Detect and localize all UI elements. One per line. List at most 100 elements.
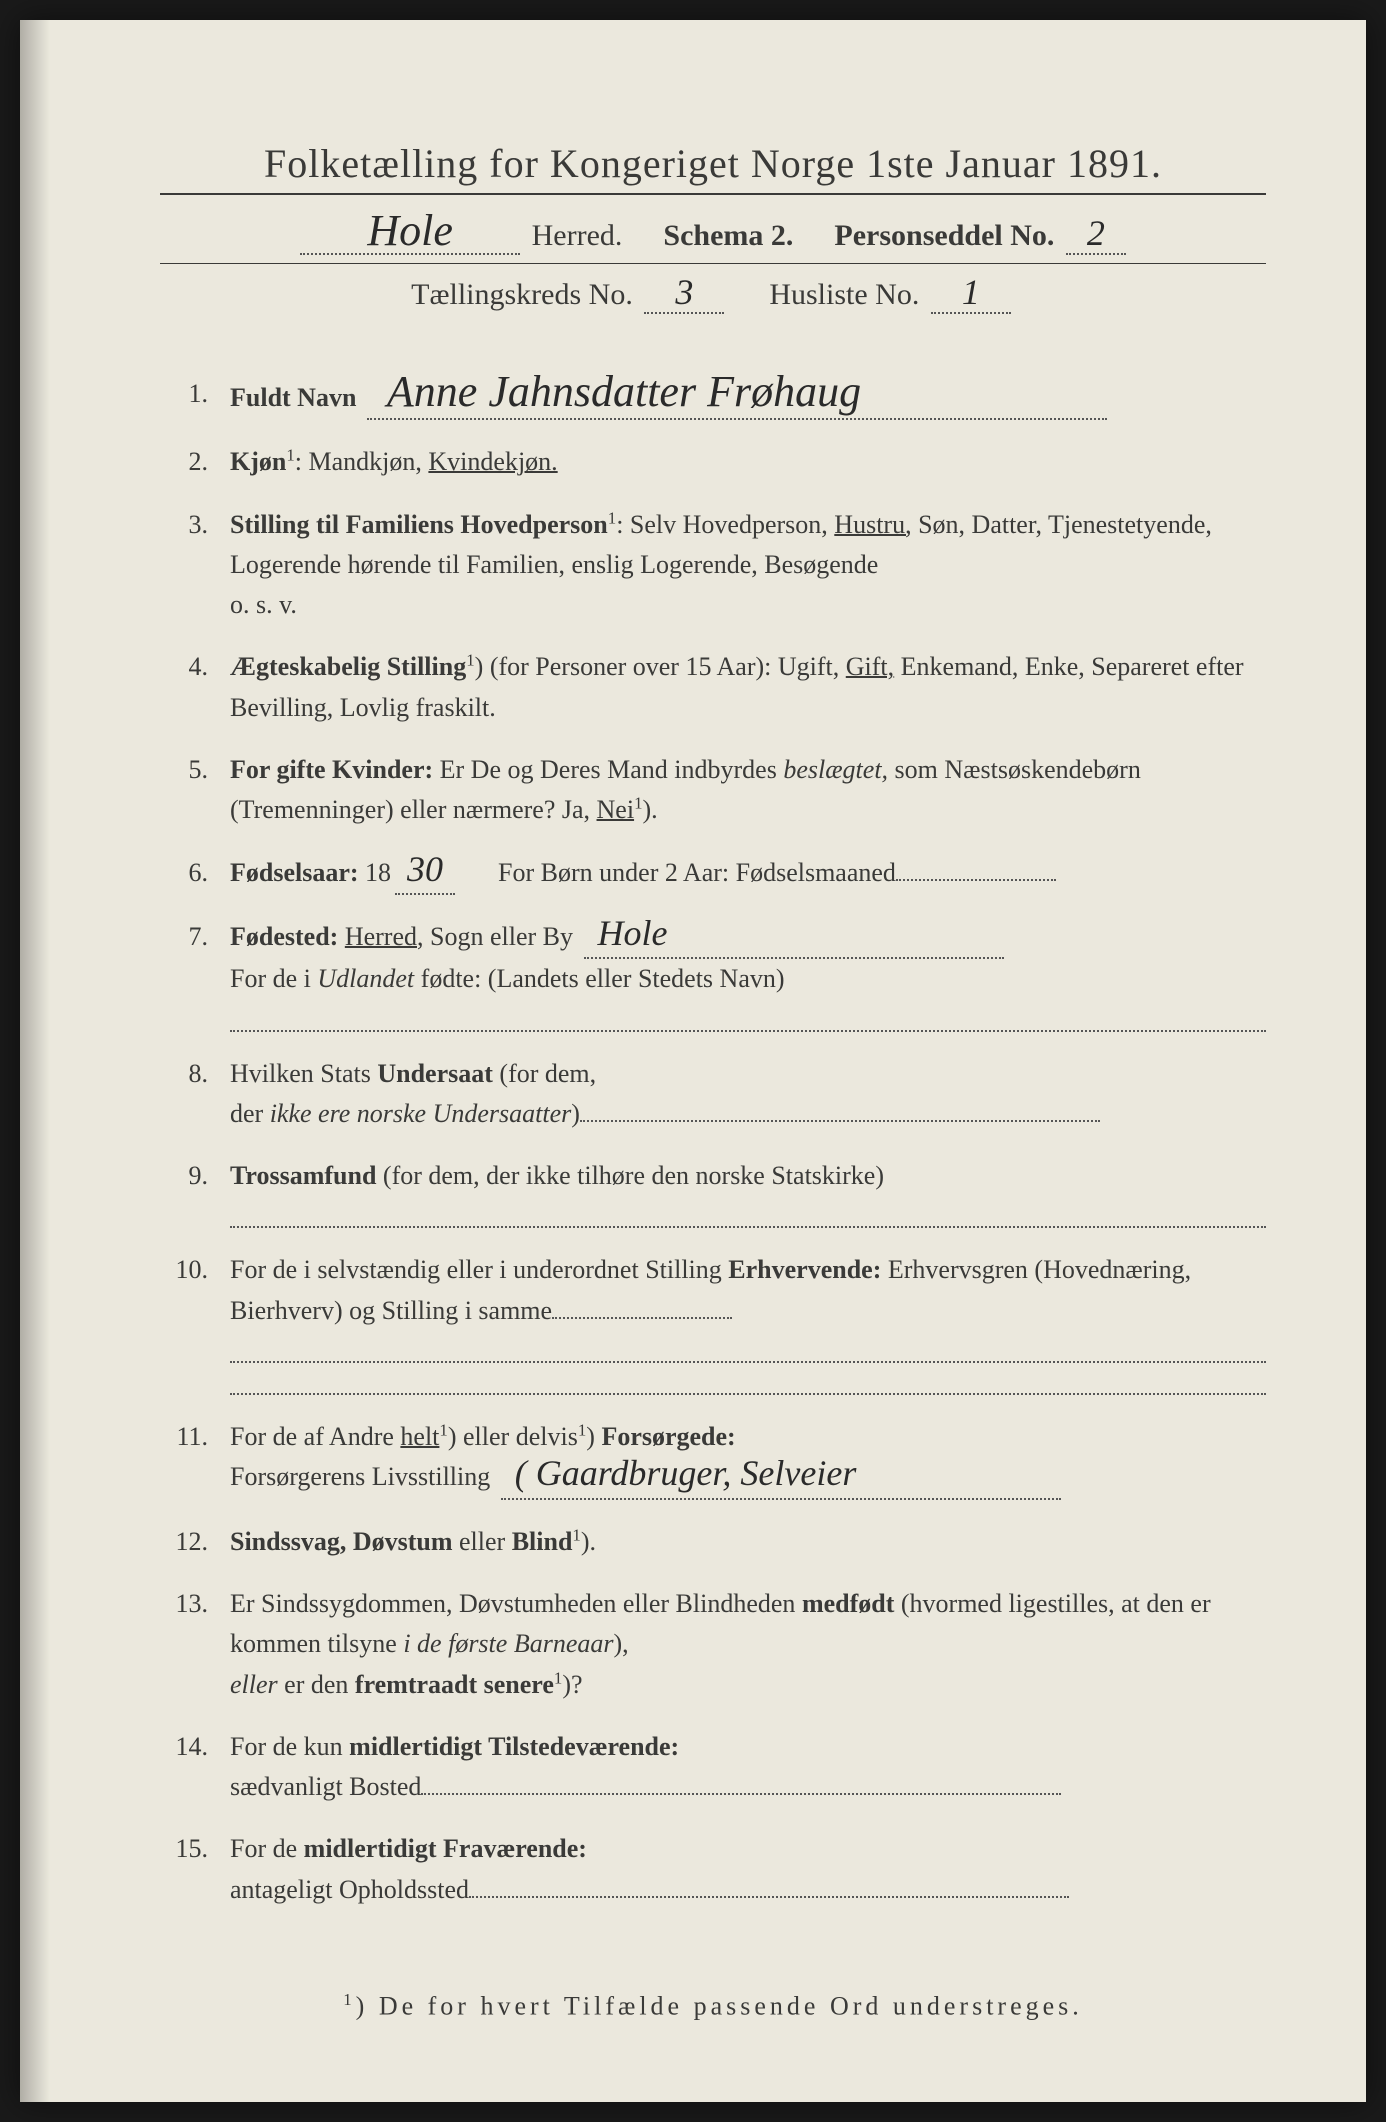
footnote-text: ) De for hvert Tilfælde passende Ord und… [356,1992,1083,2021]
q15: 15. For de midlertidigt Fraværende: anta… [160,1829,1266,1910]
q11: 11. For de af Andre helt1) eller delvis1… [160,1417,1266,1500]
q7-label: Fødested: [230,922,338,951]
q13-text-a: Er Sindssygdommen, Døvstumheden eller Bl… [230,1589,795,1618]
q12-num: 12. [160,1522,230,1562]
q2-label: Kjøn [230,447,286,476]
q6: 6. Fødselsaar: 1830 For Børn under 2 Aar… [160,853,1266,895]
header-line-2: Hole Herred. Schema 2. Personseddel No. … [160,213,1266,264]
q10-num: 10. [160,1250,230,1290]
q3-num: 3. [160,505,230,545]
q9: 9. Trossamfund (for dem, der ikke tilhør… [160,1156,1266,1228]
q7-num: 7. [160,917,230,957]
q14-label: midlertidigt Tilstedeværende: [349,1732,679,1761]
q5-italic-a: beslægtet, [783,755,888,784]
kreds-no: 3 [675,272,693,312]
q3-label: Stilling til Familiens Hovedperson [230,510,608,539]
q12-label2: Blind [512,1527,573,1556]
q4-label: Ægteskabelig Stilling [230,652,466,681]
q11-hw: ( Gaardbruger, Selveier [515,1453,857,1493]
q8-num: 8. [160,1054,230,1094]
q8-label: Undersaat [377,1059,493,1088]
q12: 12. Sindssvag, Døvstum eller Blind1). [160,1522,1266,1562]
kreds-label: Tællingskreds No. [411,278,633,311]
q14-num: 14. [160,1727,230,1767]
q9-label: Trossamfund [230,1161,376,1190]
q10-text-a: For de i selvstændig eller i underordnet… [230,1255,722,1284]
q12-text-b: ). [581,1527,596,1556]
q8-text-a: Hvilken Stats [230,1059,371,1088]
q13-italic-b: eller [230,1670,278,1699]
q9-num: 9. [160,1156,230,1196]
q4-text-a: ) (for Personer over 15 Aar): Ugift, [475,652,840,681]
q5-underlined: Nei [597,795,635,824]
q5-label: For gifte Kvinder: [230,755,433,784]
personseddel-no: 2 [1087,213,1105,253]
q8: 8. Hvilken Stats Undersaat (for dem, der… [160,1054,1266,1135]
q6-hw: 30 [407,849,443,889]
q13-label: medfødt [802,1589,894,1618]
q5-num: 5. [160,750,230,790]
q11-label: Forsørgede: [601,1422,735,1451]
q4-num: 4. [160,647,230,687]
q13-text-c: ), [613,1629,628,1658]
q7-italic-a: Udlandet [317,964,414,993]
q11-text-b: ) eller delvis [448,1422,578,1451]
q1: 1. Fuldt Navn Anne Jahnsdatter Frøhaug [160,374,1266,420]
q3-underlined: Hustru, [834,510,911,539]
q3: 3. Stilling til Familiens Hovedperson1: … [160,505,1266,626]
q8-text-c: der [230,1099,263,1128]
q12-label: Sindssvag, Døvstum [230,1527,453,1556]
q10: 10. For de i selvstændig eller i underor… [160,1250,1266,1395]
q8-italic-a: ikke ere norske Undersaatter [270,1099,572,1128]
q13-text-e: )? [562,1670,582,1699]
husliste-label: Husliste No. [769,278,919,311]
q15-text-a: For de [230,1834,297,1863]
q6-text-a: For Børn under 2 Aar: Fødselsmaaned [498,858,896,887]
q7-text-c: fødte: (Landets eller Stedets Navn) [421,964,785,993]
q15-label: midlertidigt Fraværende: [304,1834,587,1863]
q6-label: Fødselsaar: [230,858,359,887]
q2-num: 2. [160,442,230,482]
page-title: Folketælling for Kongeriget Norge 1ste J… [160,140,1266,195]
q7: 7. Fødested: Herred, Sogn eller By Hole … [160,917,1266,1032]
q11-underlined-a: helt [400,1422,439,1451]
q1-label: Fuldt Navn [230,383,356,412]
q3-text-a: : Selv Hovedperson, [616,510,828,539]
q13-text-d: er den [284,1670,348,1699]
q15-num: 15. [160,1829,230,1869]
q11-text-a: For de af Andre [230,1422,394,1451]
header-line-3: Tællingskreds No. 3 Husliste No. 1 [160,278,1266,314]
q14-text-a: For de kun [230,1732,343,1761]
q3-text-c: o. s. v. [230,585,1266,625]
q10-label: Erhvervende: [728,1255,881,1284]
q13-label2: fremtraadt senere [355,1670,554,1699]
q5: 5. For gifte Kvinder: Er De og Deres Man… [160,750,1266,831]
footnote: 1) De for hvert Tilfælde passende Ord un… [160,1990,1266,2022]
q7-underlined: Herred, [345,922,424,951]
q8-text-b: (for dem, [499,1059,596,1088]
q1-num: 1. [160,374,230,414]
q7-hw: Hole [598,913,668,953]
q7-text-a: Sogn eller By [430,922,573,951]
q5-text-c: ). [643,795,658,824]
q13-italic-a: i de første Barneaar [403,1629,613,1658]
herred-handwritten: Hole [367,213,453,248]
q13: 13. Er Sindssygdommen, Døvstumheden elle… [160,1584,1266,1705]
q11-text-c: ) [586,1422,595,1451]
herred-label: Herred. [532,219,623,252]
q2-text-a: : Mandkjøn, [295,447,422,476]
census-form-page: Folketælling for Kongeriget Norge 1ste J… [20,20,1366,2102]
q15-text-b: antageligt Opholdssted [230,1875,469,1904]
q11-text-d: Forsørgerens Livsstilling [230,1462,490,1491]
form-entries: 1. Fuldt Navn Anne Jahnsdatter Frøhaug 2… [160,374,1266,1910]
q4-underlined: Gift, [846,652,894,681]
q13-num: 13. [160,1584,230,1624]
q4: 4. Ægteskabelig Stilling1) (for Personer… [160,647,1266,728]
q5-text-a: Er De og Deres Mand indbyrdes [440,755,777,784]
q6-num: 6. [160,853,230,893]
q9-text-a: (for dem, der ikke tilhøre den norske St… [383,1161,884,1190]
q6-prefix: 18 [365,858,391,887]
q1-hw: Anne Jahnsdatter Frøhaug [387,374,861,409]
q14: 14. For de kun midlertidigt Tilstedevære… [160,1727,1266,1808]
q12-text-a: eller [459,1527,505,1556]
